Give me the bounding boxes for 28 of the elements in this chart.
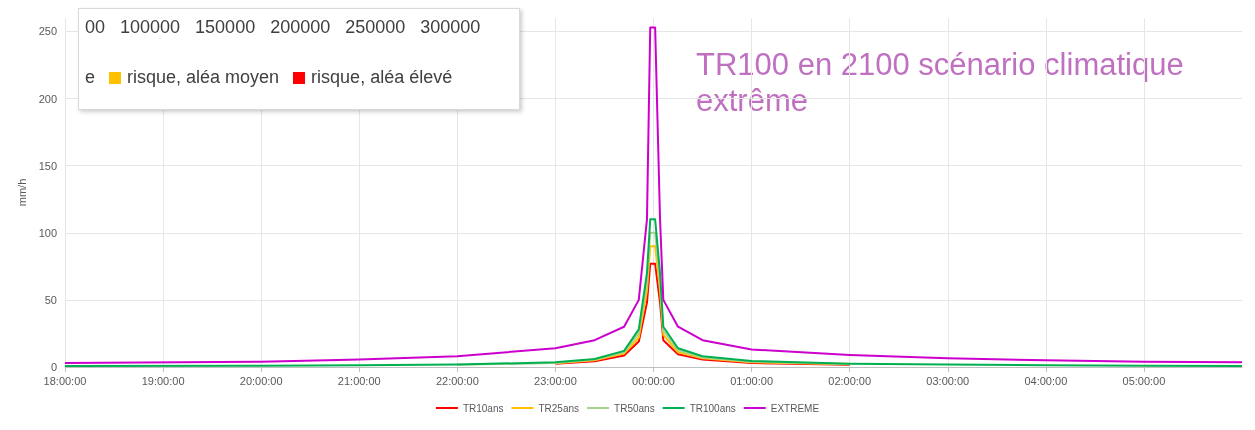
legend-label: TR100ans (689, 402, 736, 414)
x-tick-label: 03:00:00 (926, 374, 970, 387)
annotation: 00 100000 150000 200000 250000 300000 (85, 17, 481, 38)
x-tick-label: 23:00:00 (534, 374, 577, 387)
y-tick-label: 250 (38, 25, 57, 38)
x-tick-label: 21:00:00 (337, 374, 381, 387)
legend-label: EXTREME (770, 402, 820, 414)
y-tick-label: 150 (38, 159, 57, 172)
x-tick-label: 18:00:00 (43, 374, 87, 387)
legend-label: TR50ans (614, 402, 655, 414)
x-tick-label: 05:00:00 (1122, 374, 1166, 387)
x-tick-label: 20:00:00 (239, 374, 283, 387)
y-tick-label: 0 (50, 361, 57, 373)
x-tick-label: 04:00:00 (1024, 374, 1068, 387)
x-tick-label: 19:00:00 (141, 374, 185, 387)
legend-label: TR10ans (462, 402, 504, 414)
x-tick-label: 01:00:00 (730, 374, 773, 387)
x-tick-label: 22:00:00 (435, 374, 479, 387)
x-tick-label: 02:00:00 (828, 374, 872, 387)
legend-label: TR25ans (538, 402, 580, 414)
annotation: risque, aléa moyen (127, 67, 280, 88)
y-tick-label: 50 (44, 293, 57, 306)
annotation: e (85, 67, 96, 88)
annotation: risque, aléa élevé (311, 67, 453, 88)
y-tick-label: 200 (38, 92, 57, 105)
x-tick-label: 00:00:00 (632, 374, 675, 387)
y-tick-label: 100 (38, 226, 57, 239)
y-axis-title: mm/h (16, 178, 29, 207)
